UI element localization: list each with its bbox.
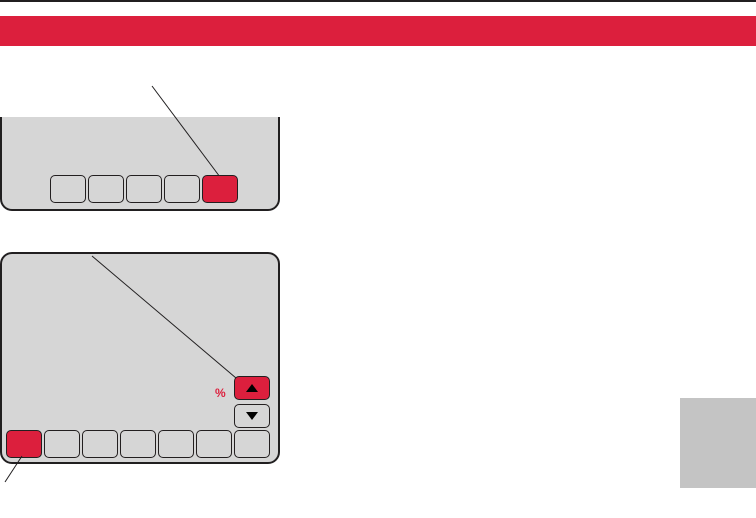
side-tab xyxy=(680,398,756,488)
panel-a-btn-4[interactable] xyxy=(164,175,200,203)
header xyxy=(0,0,756,46)
panel-a-btn-2[interactable] xyxy=(88,175,124,203)
panel-a-button-row xyxy=(50,175,238,203)
header-red-band xyxy=(0,16,756,46)
panel-a-btn-5[interactable] xyxy=(202,175,238,203)
panel-a-btn-1[interactable] xyxy=(50,175,86,203)
panel-b-under-callout-line xyxy=(0,252,280,492)
panel-a-btn-3[interactable] xyxy=(126,175,162,203)
display-panel-a xyxy=(0,117,280,211)
header-thin-line xyxy=(0,0,756,2)
